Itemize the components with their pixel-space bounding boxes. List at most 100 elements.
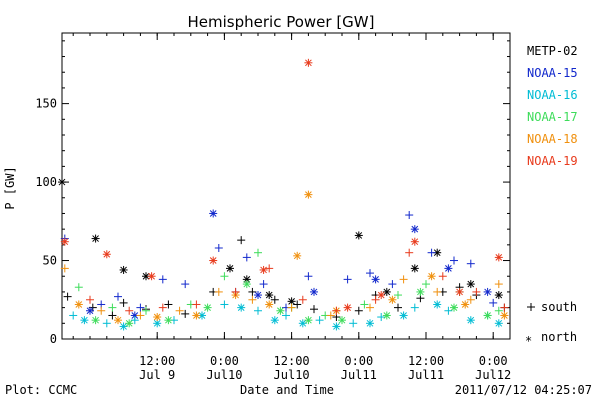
x-tick-label-date: Jul 9 [139, 368, 175, 382]
data-points [58, 58, 509, 331]
legend-entry: NOAA-16 [527, 88, 578, 102]
x-tick-label-time: 12:00 [274, 354, 310, 368]
point-south-noaa-19 [298, 295, 307, 304]
point-north-noaa-15 [371, 275, 380, 284]
point-north-metp-02 [494, 291, 503, 300]
point-north-noaa-17 [91, 316, 100, 325]
point-south-noaa-16 [315, 316, 324, 325]
legend-entry: NOAA-15 [527, 66, 578, 80]
point-south-noaa-19 [125, 306, 134, 315]
point-north-noaa-19 [147, 272, 156, 281]
point-south-noaa-18 [287, 303, 296, 312]
point-south-metp-02 [164, 300, 173, 309]
point-south-noaa-18 [326, 311, 335, 320]
point-north-noaa-18 [388, 295, 397, 304]
point-south-noaa-18 [248, 295, 257, 304]
point-north-noaa-16 [80, 316, 89, 325]
point-south-noaa-17 [360, 300, 369, 309]
point-north-noaa-19 [60, 237, 69, 246]
x-tick-label-date: Jul10 [206, 368, 242, 382]
point-south-noaa-16 [220, 300, 229, 309]
point-north-noaa-17 [450, 303, 458, 312]
point-south-metp-02 [270, 295, 279, 304]
point-north-noaa-15 [254, 291, 262, 300]
point-north-noaa-16 [332, 322, 341, 331]
legend-entry: NOAA-19 [527, 154, 578, 168]
point-south-noaa-15 [427, 248, 436, 257]
point-north-metp-02 [354, 231, 363, 240]
point-south-noaa-18 [60, 264, 69, 273]
point-south-noaa-17 [422, 280, 430, 289]
point-north-noaa-17 [382, 311, 391, 320]
point-south-noaa-19 [438, 272, 447, 281]
point-north-noaa-19 [102, 250, 111, 259]
point-north-noaa-18 [153, 313, 162, 322]
point-north-noaa-16 [270, 316, 279, 325]
point-south-noaa-19 [86, 295, 94, 304]
point-north-noaa-19 [304, 58, 313, 67]
x-axis-label: Date and Time [240, 383, 334, 397]
y-tick-label: 0 [50, 332, 57, 346]
point-south-noaa-15 [136, 303, 145, 312]
chart-title: Hemispheric Power [GW] [188, 13, 375, 31]
point-north-noaa-15 [483, 287, 492, 296]
point-south-noaa-16 [130, 316, 139, 325]
point-north-noaa-16 [119, 322, 128, 331]
point-north-noaa-17 [338, 316, 346, 325]
point-north-metp-02 [91, 234, 100, 243]
point-south-metp-02 [354, 306, 363, 315]
point-north-noaa-18 [293, 251, 302, 260]
point-south-noaa-15 [450, 256, 458, 265]
point-north-noaa-15 [410, 225, 419, 234]
point-north-noaa-17 [203, 303, 212, 312]
y-axis-label: P [GW] [3, 166, 17, 209]
point-south-noaa-15 [388, 280, 397, 289]
point-north-noaa-19 [209, 256, 218, 265]
point-south-noaa-16 [282, 311, 290, 320]
point-south-noaa-19 [405, 248, 414, 257]
point-south-noaa-17 [394, 291, 402, 300]
point-south-noaa-15 [304, 272, 313, 281]
point-north-noaa-19 [343, 303, 352, 312]
point-north-noaa-15 [86, 306, 94, 315]
point-north-noaa-16 [298, 319, 307, 328]
point-south-noaa-17 [108, 303, 117, 312]
point-north-noaa-15 [310, 287, 318, 296]
point-south-noaa-15 [242, 253, 251, 262]
point-north-metp-02 [58, 178, 66, 187]
point-north-noaa-18 [304, 190, 313, 199]
point-north-noaa-16 [433, 300, 442, 309]
point-south-noaa-17 [494, 306, 503, 315]
point-south-noaa-15 [405, 211, 414, 220]
point-north-noaa-19 [494, 253, 503, 262]
legend-star-marker: * [525, 334, 532, 348]
x-tick-label-time: 0:00 [344, 354, 373, 368]
point-south-noaa-18 [175, 306, 184, 315]
point-north-noaa-19 [410, 237, 419, 246]
point-south-noaa-18 [494, 280, 503, 289]
point-south-noaa-16 [69, 311, 78, 320]
point-south-noaa-19 [158, 303, 167, 312]
point-south-noaa-17 [254, 248, 262, 257]
point-north-metp-02 [410, 264, 419, 273]
point-north-noaa-19 [377, 291, 386, 300]
y-axis: 0 50 100 150 [35, 40, 510, 346]
point-south-metp-02 [119, 298, 128, 307]
point-south-noaa-15 [466, 259, 475, 268]
point-south-noaa-19 [371, 295, 380, 304]
legend-marker-label: south [541, 300, 577, 314]
x-tick-label-time: 12:00 [408, 354, 444, 368]
legend-marker-label: north [541, 330, 577, 344]
point-south-noaa-16 [377, 313, 386, 322]
point-north-noaa-17 [416, 287, 425, 296]
y-tick-label: 150 [35, 97, 57, 111]
point-south-noaa-19 [500, 303, 509, 312]
point-south-noaa-15 [259, 280, 268, 289]
legend-entry: NOAA-18 [527, 132, 578, 146]
point-south-noaa-18 [399, 275, 408, 284]
point-south-noaa-19 [192, 300, 201, 309]
point-south-metp-02 [181, 309, 190, 318]
point-south-noaa-17 [142, 306, 150, 315]
